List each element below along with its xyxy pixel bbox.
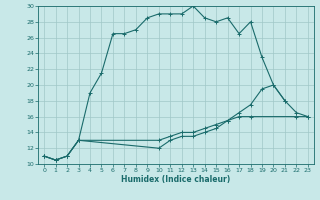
X-axis label: Humidex (Indice chaleur): Humidex (Indice chaleur)	[121, 175, 231, 184]
